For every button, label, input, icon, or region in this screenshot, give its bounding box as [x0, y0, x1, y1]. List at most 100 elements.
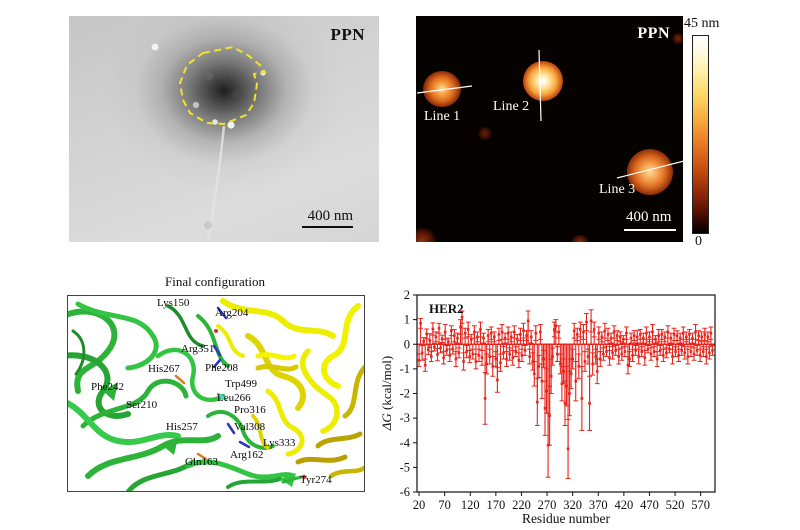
data-marker: [420, 351, 424, 355]
residue-label-val308: Val308: [234, 421, 266, 433]
section-line-label: Line 2: [493, 99, 530, 114]
data-marker: [637, 355, 641, 358]
data-marker: [600, 335, 604, 339]
data-marker: [588, 402, 591, 405]
data-marker: [599, 357, 602, 361]
data-marker: [595, 370, 599, 373]
data-marker: [574, 379, 578, 383]
bright-spot: [227, 121, 235, 129]
x-tick-label: 370: [589, 498, 608, 512]
data-marker: [534, 331, 538, 335]
data-marker: [555, 352, 559, 356]
data-marker: [711, 349, 714, 352]
residue-label-his267: His267: [148, 363, 180, 375]
data-marker: [669, 336, 673, 340]
section-line-1: [416, 85, 473, 94]
data-marker: [522, 329, 525, 333]
data-marker: [552, 328, 556, 331]
section-line-label: Line 3: [599, 182, 636, 197]
data-marker: [502, 351, 505, 355]
data-marker: [651, 330, 654, 334]
data-marker: [661, 354, 665, 357]
residue-label-his257: His257: [166, 421, 198, 433]
data-marker: [500, 330, 504, 334]
residue-label-phe208: Phe208: [205, 362, 238, 374]
data-marker: [539, 330, 542, 334]
data-marker: [493, 335, 496, 339]
data-marker: [428, 339, 432, 342]
data-marker: [638, 333, 642, 336]
data-marker: [511, 356, 515, 360]
data-marker: [674, 350, 677, 353]
particle-texture: [204, 71, 214, 81]
tem-image-panel: PPN 400 nm: [69, 16, 379, 242]
x-tick-label: 170: [486, 498, 505, 512]
data-marker: [499, 361, 502, 365]
md-panel-title: Final configuration: [164, 274, 265, 289]
data-marker: [565, 384, 568, 388]
data-marker: [417, 358, 421, 362]
data-marker: [488, 355, 492, 358]
residue-label-pro316: Pro316: [234, 404, 266, 416]
data-marker: [671, 355, 674, 358]
residue-label-phe242: Phe242: [91, 381, 124, 393]
green-arrowhead: [103, 382, 118, 401]
data-marker: [626, 363, 630, 367]
afm-particle-faint: [672, 33, 683, 44]
data-marker: [622, 338, 625, 341]
chart-y-axis-label: ΔG (kcal/mol): [379, 356, 394, 431]
data-marker: [469, 338, 473, 341]
data-marker: [566, 447, 570, 451]
data-marker: [625, 331, 628, 335]
data-marker: [708, 351, 711, 355]
data-marker: [689, 350, 693, 353]
residue-label-ser210: Ser210: [126, 399, 158, 411]
data-marker: [697, 334, 700, 337]
data-marker: [559, 362, 562, 366]
data-marker: [615, 334, 619, 337]
data-marker: [649, 352, 653, 356]
y-tick-label: -4: [400, 436, 411, 450]
x-tick-label: 220: [512, 498, 531, 512]
data-marker: [516, 338, 519, 341]
colorbar-max-label: 45 nm: [684, 16, 720, 31]
data-marker: [685, 335, 688, 339]
data-marker: [602, 352, 605, 356]
data-marker: [442, 356, 445, 360]
afm-particle-1: [423, 71, 461, 107]
data-marker: [425, 332, 429, 336]
y-tick-label: 2: [404, 288, 410, 302]
tem-overlay-graphics: [151, 43, 267, 241]
data-marker: [548, 414, 551, 417]
data-marker: [695, 349, 699, 352]
data-marker: [456, 336, 459, 340]
data-marker: [506, 331, 510, 335]
data-marker: [489, 331, 493, 335]
data-marker: [545, 389, 548, 393]
data-marker: [577, 365, 581, 368]
data-marker: [645, 331, 648, 335]
data-marker: [523, 349, 527, 352]
data-marker: [426, 348, 430, 351]
data-marker: [580, 397, 584, 400]
data-marker: [686, 355, 690, 358]
data-marker: [706, 335, 710, 339]
data-marker: [540, 379, 544, 383]
data-marker: [562, 370, 565, 373]
data-marker: [439, 346, 442, 350]
data-marker: [575, 333, 579, 336]
x-tick-label: 20: [413, 498, 426, 512]
data-marker: [606, 333, 610, 336]
data-marker: [592, 328, 596, 331]
data-marker: [448, 354, 452, 357]
data-marker: [594, 355, 597, 358]
data-marker: [528, 355, 531, 358]
x-tick-label: 120: [461, 498, 480, 512]
x-tick-label: 570: [691, 498, 710, 512]
residue-label-leu266: Leu266: [217, 392, 251, 404]
data-marker: [422, 339, 425, 343]
tem-scale-bar-label: 400 nm: [307, 208, 353, 224]
data-marker: [620, 352, 624, 356]
data-marker: [572, 329, 576, 333]
